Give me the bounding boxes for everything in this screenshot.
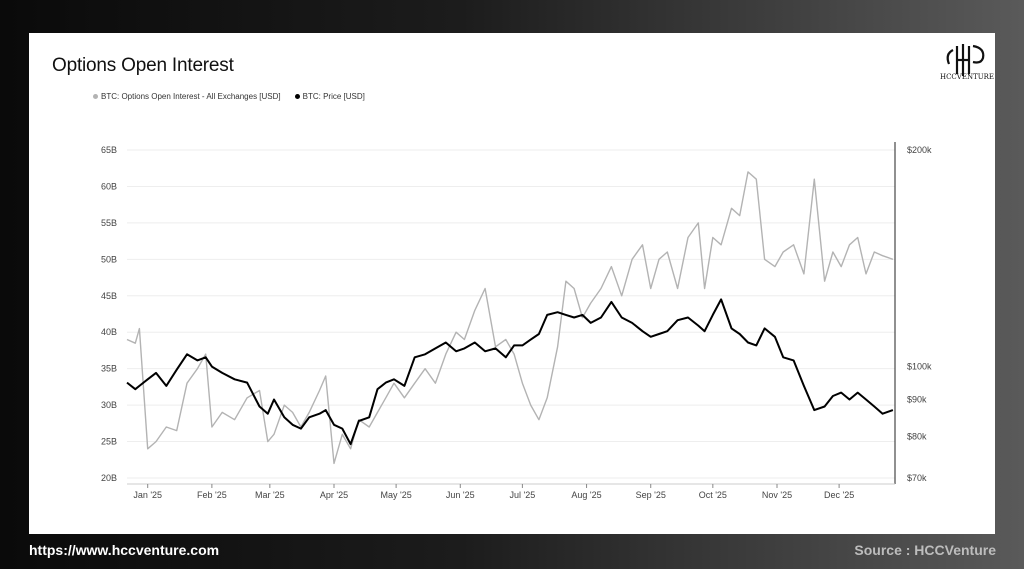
chart-title: Options Open Interest (52, 55, 234, 76)
x-tick-label: Jan '25 (133, 490, 162, 500)
legend-item-open-interest[interactable]: BTC: Options Open Interest - All Exchang… (93, 92, 281, 101)
y-left-tick-label: 55B (101, 218, 117, 228)
x-tick-label: Jun '25 (446, 490, 475, 500)
x-tick-label: Dec '25 (824, 490, 854, 500)
y-left-tick-label: 60B (101, 181, 117, 191)
y-left-tick-label: 50B (101, 254, 117, 264)
hcc-logo-icon (946, 44, 985, 76)
chart-plot: 65B 60B 55B 50B 45B 40B 35B 30B 25B 20B $200k $100k… (101, 142, 932, 500)
y-right-tick-label: $80k (907, 431, 927, 441)
y-left-tick-label: 35B (101, 364, 117, 374)
x-tick-label: Nov '25 (762, 490, 792, 500)
price-line (126, 298, 894, 446)
legend-label-price: BTC: Price [USD] (302, 92, 365, 101)
y-right-tick-label: $90k (907, 394, 927, 404)
x-tick-label: Mar '25 (255, 490, 285, 500)
footer-url[interactable]: https://www.hccventure.com (29, 542, 220, 558)
x-tick-label: Feb '25 (197, 490, 227, 500)
y-right-tick-label: $70k (907, 473, 927, 483)
y-left-tick-label: 40B (101, 327, 117, 337)
x-tick-label: Apr '25 (320, 490, 348, 500)
footer-source: Source : HCCVenture (854, 542, 996, 558)
y-right-tick-label: $100k (907, 362, 932, 372)
open-interest-line (126, 171, 894, 465)
y-left-tick-label: 20B (101, 473, 117, 483)
legend-dot-price (294, 94, 300, 99)
y-left-tick-label: 25B (101, 437, 117, 447)
y-left-tick-label: 30B (101, 400, 117, 410)
legend-dot-open-interest (93, 94, 98, 99)
x-tick-label: May '25 (380, 490, 411, 500)
chart-card: Options Open Interest BTC: Options Open … (29, 33, 995, 534)
y-left-tick-label: 45B (101, 291, 117, 301)
legend-label-open-interest: BTC: Options Open Interest - All Exchang… (101, 92, 281, 101)
y-right-tick-label: $200k (907, 145, 932, 155)
logo-text: HCCVENTURE (939, 73, 995, 81)
legend-item-price[interactable]: BTC: Price [USD] (294, 92, 365, 101)
x-tick-label: Jul '25 (510, 490, 536, 500)
y-left-tick-label: 65B (101, 145, 117, 155)
x-tick-label: Oct '25 (699, 490, 727, 500)
chart-legend: BTC: Options Open Interest - All Exchang… (93, 92, 365, 101)
x-tick-label: Aug '25 (571, 490, 601, 500)
x-tick-label: Sep '25 (636, 490, 666, 500)
